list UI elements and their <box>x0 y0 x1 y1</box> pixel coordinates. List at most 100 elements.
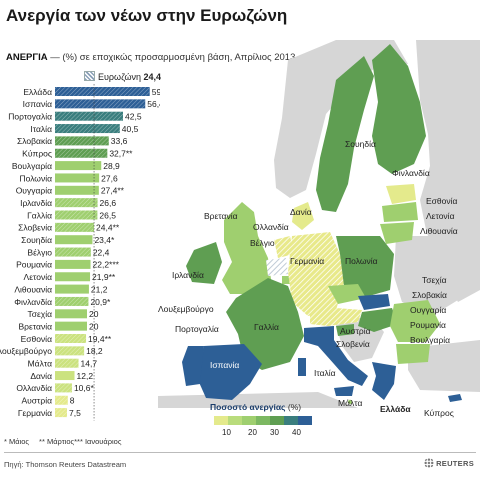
bar-category-label: Αυστρία <box>21 396 52 406</box>
note-may: * Μάιος <box>4 437 30 446</box>
map-britain <box>222 202 272 294</box>
bar-value-label: 18,2 <box>86 346 103 356</box>
bar-value-label: 20 <box>89 321 99 331</box>
eurozone-label: Ευρωζώνη <box>98 72 141 82</box>
label-belgium: Βέλγιο <box>250 238 275 248</box>
bar <box>55 259 91 269</box>
bar-category-label: Λιθουανία <box>14 284 52 294</box>
bar-value-label: 12,2 <box>77 371 94 381</box>
map-czech <box>328 284 366 304</box>
legend-tick-10: 10 <box>222 428 231 437</box>
label-portugal: Πορτογαλία <box>175 324 219 334</box>
map-sardinia <box>298 358 306 376</box>
label-greece: Ελλάδα <box>380 404 411 414</box>
bar-value-label: 42,5 <box>125 112 142 122</box>
bar-chart: Ελλάδα 59,2* Ισπανία 56,4 Πορτογαλία 42,5 Ιταλ… <box>0 84 160 421</box>
map-belgium <box>266 258 288 276</box>
legend-tick-20: 20 <box>248 428 257 437</box>
bar-category-label: Λετονία <box>24 272 53 282</box>
bar-value-label: 27,6 <box>101 173 118 183</box>
map-sicily <box>334 386 354 396</box>
bar-value-label: 40,5 <box>122 124 139 134</box>
legend-tick-30: 30 <box>270 428 279 437</box>
map-romania <box>390 300 440 342</box>
bar-value-label: 59,2* <box>152 87 160 97</box>
bar-value-label: 8 <box>70 396 75 406</box>
bar <box>55 235 93 245</box>
bar-category-label: Τσεχία <box>27 309 52 319</box>
legend-tick-40: 40 <box>292 428 301 437</box>
page-title: Ανεργία των νέων στην Ευρωζώνη <box>6 6 288 25</box>
bar-eurozone-hatch <box>55 247 91 257</box>
label-netherlands: Ολλανδία <box>253 222 289 232</box>
bar-value-label: 10,6* <box>74 383 95 393</box>
bar-category-label: Βέλγιο <box>27 247 52 257</box>
label-finland: Φινλανδία <box>392 168 430 178</box>
bar-eurozone-hatch <box>55 136 109 146</box>
bar-category-label: Γερμανία <box>18 408 52 418</box>
bar-value-label: 19,4** <box>88 334 112 344</box>
bar <box>55 272 91 282</box>
bar-category-label: Σουηδία <box>21 235 52 245</box>
bar-eurozone-hatch <box>55 210 98 220</box>
map-portugal <box>182 346 204 386</box>
map-ireland <box>186 242 222 284</box>
label-slovenia: Σλοβενία <box>336 339 370 349</box>
map-latvia <box>382 202 418 222</box>
legend-swatch-3 <box>242 416 256 425</box>
label-bulgaria: Βουλγαρία <box>410 335 451 345</box>
map-cyprus <box>448 394 462 402</box>
eurozone-key: Ευρωζώνη 24,4 <box>84 71 161 82</box>
bar-category-label: Σλοβακία <box>17 136 52 146</box>
eurozone-value: 24,4 <box>143 72 162 82</box>
reuters-logo: REUTERS <box>424 458 474 468</box>
bar-value-label: 21,9** <box>92 272 116 282</box>
subtitle-bold: ΑΝΕΡΓΙΑ <box>6 52 48 63</box>
bar <box>55 321 87 331</box>
bar-eurozone-hatch <box>55 358 79 368</box>
bar-eurozone-hatch <box>55 198 98 208</box>
map-spain <box>198 344 262 400</box>
bar-value-label: 20 <box>89 309 99 319</box>
bar-category-label: Μάλτα <box>28 359 52 369</box>
bar-category-label: Ελλάδα <box>23 87 52 97</box>
label-luxembourg: Λουξεμβούργο <box>158 304 214 314</box>
map-poland <box>336 236 394 298</box>
brand-text: REUTERS <box>436 459 474 468</box>
bar-value-label: 20,9* <box>90 297 111 307</box>
map-lithuania <box>380 222 414 244</box>
legend-swatch-7 <box>298 416 312 425</box>
bar-value-label: 24,4** <box>96 223 120 233</box>
note-march-jan: ** Μάρτιος*** Ιανουάριος <box>39 437 122 446</box>
map-greece <box>372 362 396 400</box>
legend-swatch-1 <box>214 416 228 425</box>
bar <box>55 284 89 294</box>
bar-value-label: 26,5 <box>99 210 116 220</box>
bar-category-label: Ολλανδία <box>16 383 52 393</box>
label-hungary: Ουγγαρία <box>410 305 447 315</box>
hatch-swatch <box>84 71 95 81</box>
bar-category-label: Δανία <box>30 371 52 381</box>
map-luxembourg <box>282 276 290 284</box>
bar-category-label: Βρετανία <box>19 321 53 331</box>
bar-category-label: Λουξεμβούργο <box>0 346 52 356</box>
bar-value-label: 33,6 <box>111 136 128 146</box>
bar-category-label: Κύπρος <box>22 149 52 159</box>
label-estonia: Εσθονία <box>426 196 458 206</box>
legend-swatch-6 <box>284 416 298 425</box>
bar <box>55 309 87 319</box>
bar-value-label: 56,4 <box>147 99 160 109</box>
bar-category-label: Ουγγαρία <box>16 186 52 196</box>
label-latvia: Λετονία <box>426 211 455 221</box>
legend-title-text: Ποσοστό ανεργίας <box>210 402 286 412</box>
legend-swatch-2 <box>228 416 242 425</box>
map-hungary <box>358 308 398 332</box>
label-spain: Ισπανία <box>210 360 240 370</box>
bar-eurozone-hatch <box>55 87 150 96</box>
bar-eurozone-hatch <box>55 111 123 121</box>
legend-unit: (%) <box>287 402 302 412</box>
label-austria: Αυστρία <box>340 326 371 336</box>
label-poland: Πολωνία <box>345 256 378 266</box>
bar <box>55 173 100 183</box>
bar-value-label: 23,4* <box>94 235 115 245</box>
